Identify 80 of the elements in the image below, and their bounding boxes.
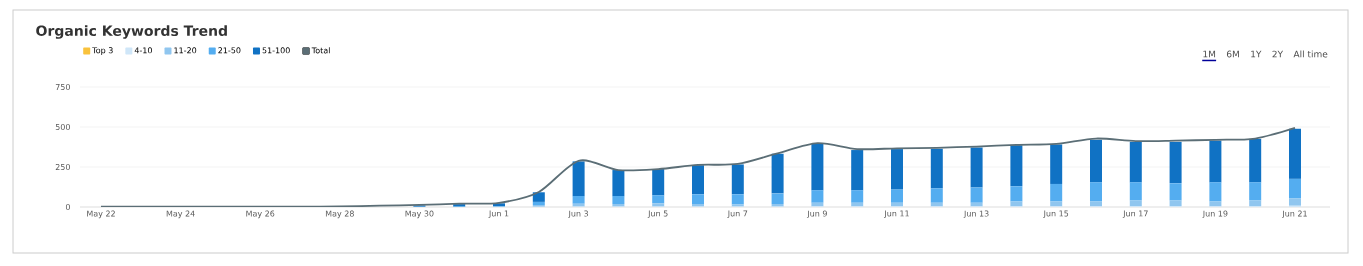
x-tick-label: Jun 7 (727, 210, 748, 218)
bar (1050, 183, 1063, 202)
legend-label: Total (311, 47, 330, 54)
y-tick-label: 750 (55, 83, 70, 91)
bar (1089, 201, 1102, 207)
x-tick-label: Jun 13 (963, 210, 989, 219)
bar (1129, 200, 1142, 207)
bar (1129, 182, 1142, 201)
x-tick-label: May 24 (166, 210, 195, 219)
bar (1050, 144, 1063, 184)
bar (731, 194, 744, 205)
bar (970, 187, 983, 203)
text: All time (1293, 50, 1328, 58)
x-tick-label: Jun 21 (1281, 210, 1307, 219)
bar (811, 143, 824, 191)
bar (652, 169, 665, 196)
bar (572, 196, 585, 204)
legend-label: 51-100 (262, 47, 290, 54)
bar (930, 188, 943, 203)
text: 1M (1203, 50, 1216, 58)
bar (1169, 183, 1182, 201)
bar (891, 149, 903, 190)
bar (1249, 182, 1262, 201)
bar (1288, 128, 1301, 179)
x-tick-label: May 30 (405, 210, 434, 219)
x-tick-label: Jun 5 (647, 210, 668, 218)
x-tick-label: Jun 19 (1202, 210, 1228, 219)
bar (851, 190, 864, 203)
x-tick-label: Jun 1 (488, 210, 509, 218)
bar (1089, 139, 1102, 183)
bar (1288, 178, 1301, 199)
text: 1Y (1251, 50, 1262, 58)
legend-label: 11-20 (174, 47, 197, 54)
legend-label: 4-10 (134, 47, 152, 54)
x-tick-label: May 26 (246, 210, 275, 219)
bar (1209, 201, 1222, 207)
bar (891, 189, 903, 203)
bar (572, 161, 585, 197)
legend-label: Top 3 (92, 47, 113, 55)
bar (970, 147, 983, 188)
x-tick-label: Jun 15 (1043, 210, 1069, 218)
bar (1249, 200, 1262, 207)
bar (1209, 140, 1222, 183)
bar (1010, 186, 1023, 202)
bar (930, 148, 943, 189)
y-tick-label: 0 (65, 203, 70, 211)
x-tick-label: Jun 9 (806, 210, 827, 219)
y-tick-label: 500 (55, 123, 70, 131)
bar (1129, 141, 1142, 183)
x-tick-label: May 28 (325, 210, 354, 219)
bar (1209, 182, 1222, 202)
bar (1010, 201, 1023, 207)
bar (1010, 145, 1023, 187)
bar (692, 194, 704, 204)
bar (1169, 200, 1182, 207)
y-tick-label: 250 (55, 163, 70, 171)
x-tick-label: Jun 17 (1122, 210, 1148, 218)
bar (692, 165, 704, 195)
text: 2Y (1272, 50, 1284, 58)
legend-label: 21-50 (218, 47, 241, 54)
bar (612, 170, 625, 197)
x-tick-label: May 22 (87, 210, 115, 219)
bar (851, 150, 864, 191)
chart-title: Organic Keywords Trend (36, 25, 227, 39)
bar (731, 164, 744, 195)
bar (1249, 138, 1262, 183)
x-tick-label: Jun 11 (883, 210, 909, 218)
bar (771, 153, 784, 194)
bar (1169, 141, 1182, 184)
line-series (100, 126, 1296, 207)
text: 6M (1226, 50, 1239, 58)
x-tick-label: Jun 3 (568, 210, 589, 219)
bar (532, 192, 545, 202)
bar (1050, 201, 1063, 207)
bar (612, 196, 625, 205)
bar (652, 195, 665, 204)
bar (811, 190, 824, 203)
bar (771, 193, 784, 204)
bar (1288, 198, 1301, 206)
bar (1089, 182, 1102, 202)
